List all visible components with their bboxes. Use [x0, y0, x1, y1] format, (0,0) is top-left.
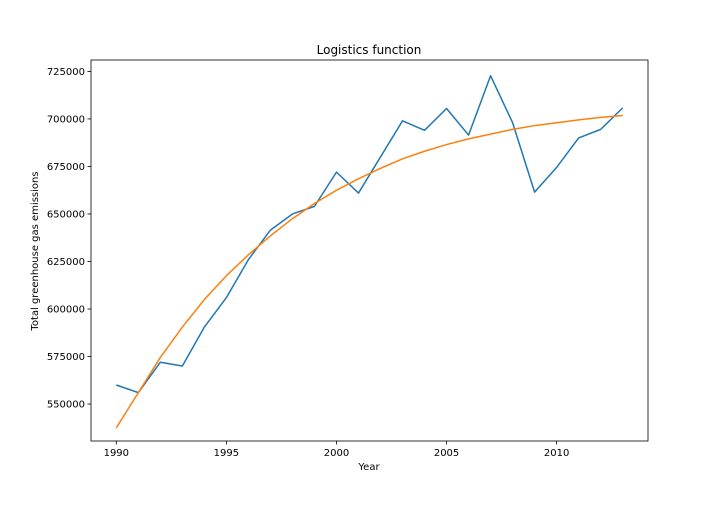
y-tick-label: 700000 [47, 114, 85, 125]
x-axis-label: Year [357, 462, 380, 473]
x-tick-label: 1995 [214, 448, 239, 459]
y-tick-label: 650000 [47, 209, 85, 220]
series-2-line [115, 114, 623, 429]
y-tick-label: 625000 [47, 257, 85, 268]
axes: 1990 1995 2000 2005 2010 550000 575000 600000 62… [47, 59, 649, 459]
x-tick-label: 2010 [544, 448, 569, 459]
chart-title: Logistics function [317, 43, 422, 57]
y-axis-label: Total greenhouse gas emissions [30, 171, 41, 331]
y-tick-label: 600000 [47, 304, 85, 315]
y-tick-label: 575000 [47, 352, 85, 363]
plot-area [115, 75, 624, 429]
plot-frame [90, 59, 649, 442]
x-tick-label: 2005 [434, 448, 459, 459]
series-1-line [116, 75, 624, 394]
y-tick-label: 725000 [47, 67, 85, 78]
y-tick-label: 550000 [47, 400, 85, 411]
x-tick-label: 2000 [324, 448, 349, 459]
x-tick-label: 1990 [104, 448, 129, 459]
y-tick-label: 675000 [47, 162, 85, 173]
